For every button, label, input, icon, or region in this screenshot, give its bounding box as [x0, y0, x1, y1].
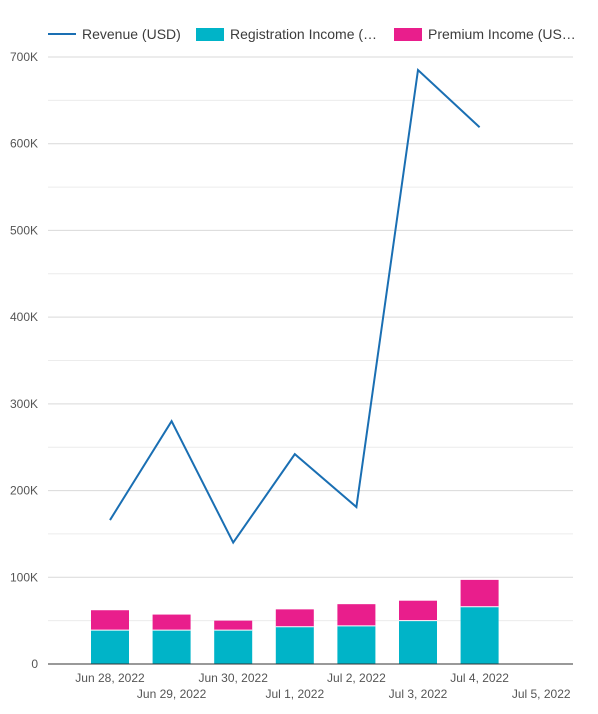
legend-label-registration: Registration Income (… [230, 26, 378, 42]
bar-registration [460, 606, 499, 664]
bar-premium [460, 579, 499, 607]
bar-registration [91, 630, 129, 664]
legend-label-revenue: Revenue (USD) [82, 26, 181, 42]
x-tick-label: Jul 1, 2022 [265, 687, 324, 701]
x-tick-label: Jul 3, 2022 [389, 687, 448, 701]
legend: Revenue (USD) Registration Income (… Pre… [0, 26, 598, 48]
bar-premium [399, 600, 437, 621]
bar-registration [152, 630, 191, 664]
bar-registration [399, 620, 437, 664]
y-tick-label: 400K [10, 310, 38, 324]
bar-premium [152, 614, 191, 631]
y-tick-label: 200K [10, 484, 38, 498]
legend-item-revenue[interactable]: Revenue (USD) [48, 26, 181, 42]
line-revenue [109, 67, 481, 545]
legend-item-registration[interactable]: Registration Income (… [196, 26, 377, 42]
legend-label-premium: Premium Income (US… [428, 26, 576, 42]
bar-premium [275, 609, 314, 627]
x-tick-label: Jul 4, 2022 [450, 671, 509, 685]
legend-swatch-registration [196, 27, 224, 41]
legend-swatch-premium [394, 27, 422, 41]
y-tick-label: 700K [10, 50, 38, 64]
y-tick-label: 100K [10, 570, 38, 584]
y-tick-label: 500K [10, 223, 38, 237]
bar-registration [275, 626, 314, 664]
bar-registration [214, 630, 253, 664]
x-tick-label: Jun 28, 2022 [75, 671, 145, 685]
legend-item-premium[interactable]: Premium Income (US… [394, 26, 576, 42]
bar-premium [337, 604, 376, 626]
bar-registration [337, 625, 376, 664]
legend-swatch-revenue [48, 33, 76, 35]
x-tick-label: Jun 29, 2022 [137, 687, 207, 701]
x-tick-label: Jun 30, 2022 [198, 671, 268, 685]
x-tick-label: Jul 2, 2022 [327, 671, 386, 685]
y-tick-label: 0 [31, 657, 38, 671]
x-tick-label: Jul 5, 2022 [512, 687, 571, 701]
y-tick-label: 300K [10, 397, 38, 411]
bar-premium [91, 610, 129, 631]
bar-premium [214, 620, 253, 631]
y-tick-label: 600K [10, 137, 38, 151]
